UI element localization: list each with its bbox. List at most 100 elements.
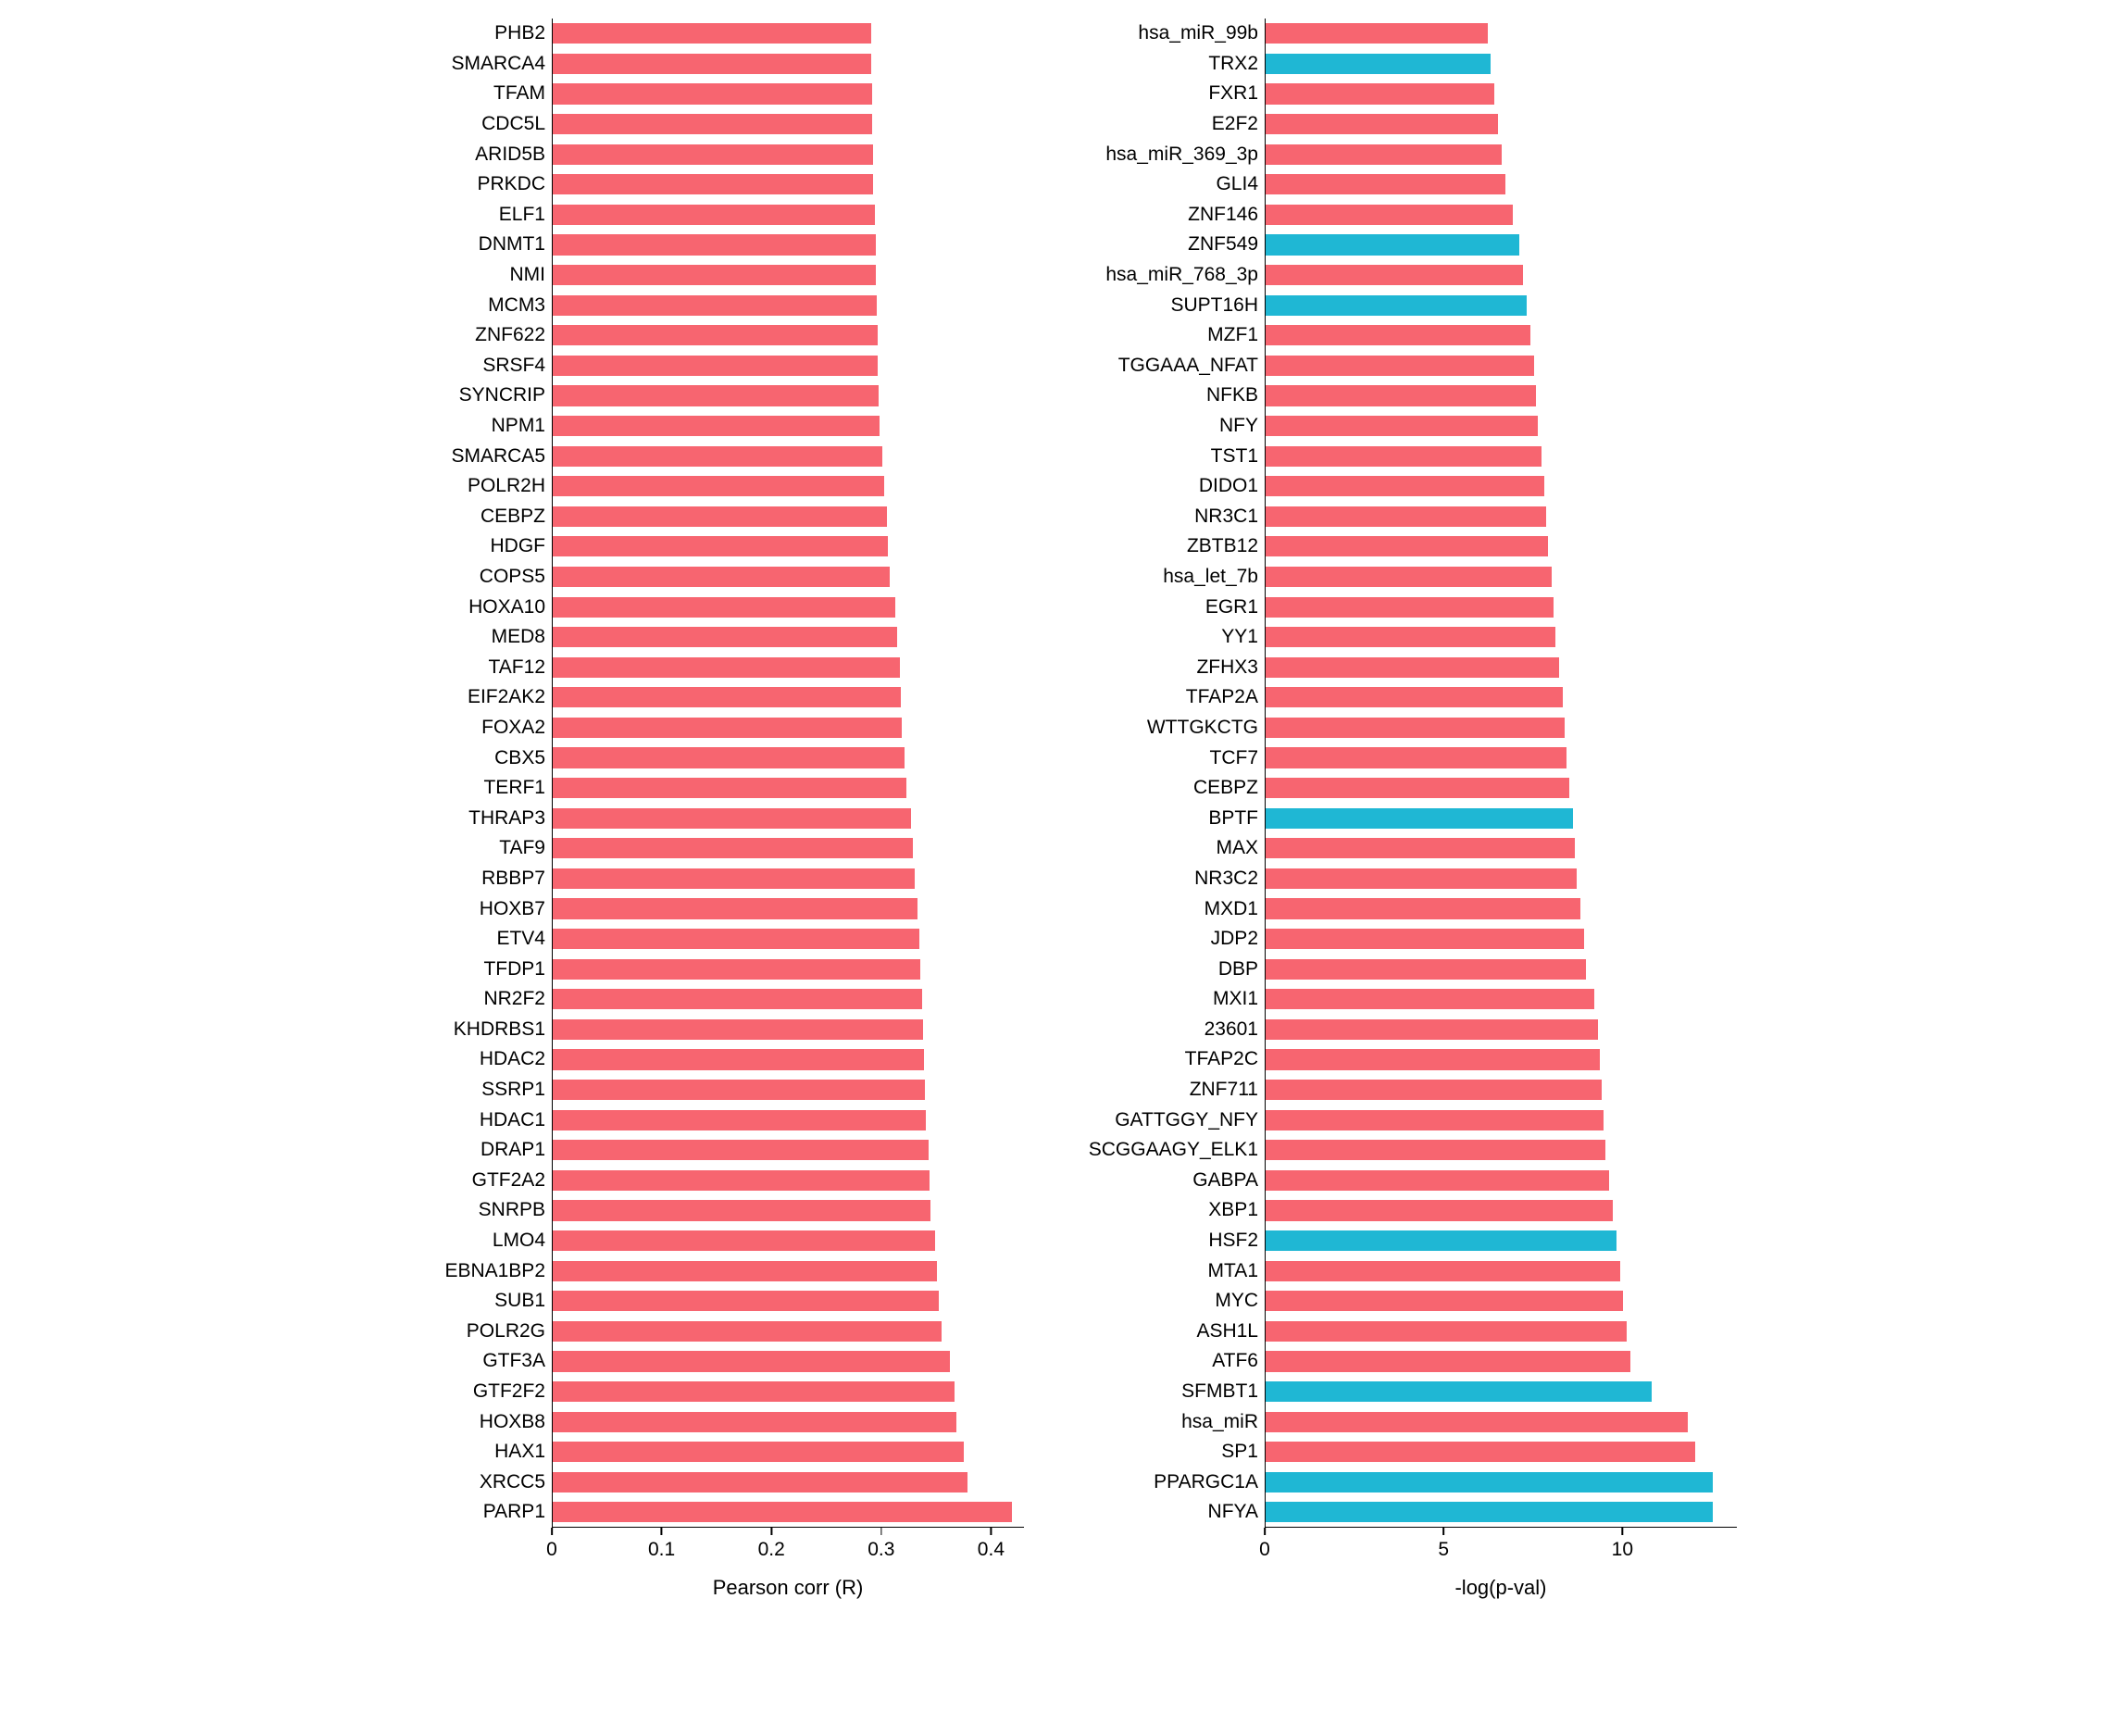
bar-label: TAF9 — [499, 837, 553, 859]
bar — [553, 476, 884, 496]
bar — [553, 83, 872, 104]
bar-row: YY1 — [1266, 622, 1737, 653]
bar-label: BPTF — [1208, 807, 1266, 830]
bar — [1266, 536, 1548, 556]
x-tick-label: 0.4 — [978, 1539, 1005, 1561]
bar-row: TST1 — [1266, 441, 1737, 471]
x-tick-label: 0.2 — [758, 1539, 785, 1561]
x-tick: 0.2 — [758, 1528, 785, 1561]
right-x-axis: 0510 — [1265, 1528, 1737, 1574]
bar-row: RBBP7 — [553, 864, 1024, 894]
bar-label: FXR1 — [1208, 82, 1266, 105]
bar — [553, 868, 915, 889]
bar — [1266, 1321, 1627, 1342]
bar-row: SYNCRIP — [553, 381, 1024, 411]
bar-row: HDAC2 — [553, 1044, 1024, 1075]
bar-label: NR3C1 — [1194, 506, 1266, 528]
bar — [553, 325, 878, 345]
bar — [553, 446, 882, 467]
bar-label: MTA1 — [1208, 1260, 1266, 1282]
bar — [553, 1230, 935, 1251]
bar — [1266, 718, 1565, 738]
bar-row: GATTGGY_NFY — [1266, 1105, 1737, 1135]
bar-row: CEBPZ — [553, 502, 1024, 532]
bar — [1266, 597, 1554, 618]
bar — [1266, 898, 1580, 918]
bar — [553, 506, 887, 527]
bar-label: hsa_miR_369_3p — [1105, 144, 1266, 166]
bar-label: HDGF — [491, 535, 554, 557]
bar-label: ZNF622 — [475, 324, 553, 346]
bar — [553, 597, 895, 618]
bar-row: EBNA1BP2 — [553, 1255, 1024, 1286]
bar-row: PRKDC — [553, 169, 1024, 200]
bar-row: HOXB8 — [553, 1406, 1024, 1437]
bar-label: SNRPB — [479, 1199, 553, 1221]
bar — [1266, 1261, 1620, 1281]
bar-label: ARID5B — [475, 144, 553, 166]
x-tick-label: 0.3 — [868, 1539, 894, 1561]
bar-row: TFAP2A — [1266, 682, 1737, 713]
bar-row: NPM1 — [553, 411, 1024, 442]
bar — [1266, 1502, 1713, 1522]
bar-label: ZBTB12 — [1187, 535, 1266, 557]
bar — [1266, 325, 1530, 345]
bar — [553, 1351, 950, 1371]
bar-row: hsa_miR — [1266, 1406, 1737, 1437]
bar-row: DIDO1 — [1266, 471, 1737, 502]
bar-label: NR3C2 — [1194, 868, 1266, 890]
bar — [1266, 356, 1534, 376]
bar-label: NPM1 — [492, 415, 553, 437]
bar-row: ZNF622 — [553, 320, 1024, 351]
bar — [1266, 657, 1559, 678]
bar-label: HDAC2 — [480, 1048, 553, 1070]
bar — [553, 718, 902, 738]
bar-row: SP1 — [1266, 1437, 1737, 1467]
bar — [553, 1502, 1012, 1522]
bar-label: XRCC5 — [480, 1471, 553, 1493]
bar — [1266, 23, 1488, 44]
x-tick-mark — [770, 1528, 772, 1535]
bar — [1266, 234, 1519, 255]
bar-row: BPTF — [1266, 803, 1737, 833]
bar — [1266, 959, 1586, 980]
bar — [553, 989, 922, 1009]
left-chart: PHB2SMARCA4TFAMCDC5LARID5BPRKDCELF1DNMT1… — [552, 19, 1024, 1600]
bar — [553, 898, 917, 918]
bar-label: LMO4 — [493, 1230, 553, 1252]
x-tick: 0.3 — [868, 1528, 894, 1561]
x-tick: 0.4 — [978, 1528, 1005, 1561]
bar-label: WTTGKCTG — [1147, 717, 1266, 739]
bar — [1266, 838, 1575, 858]
bar — [553, 687, 901, 707]
bar-row: ETV4 — [553, 924, 1024, 955]
bar-row: TRX2 — [1266, 49, 1737, 80]
bar-row: MCM3 — [553, 290, 1024, 320]
bar-row: POLR2G — [553, 1317, 1024, 1347]
bar — [1266, 1381, 1652, 1402]
bar-label: TCF7 — [1210, 747, 1267, 769]
bar — [553, 1472, 967, 1492]
x-tick: 10 — [1612, 1528, 1633, 1561]
bar — [553, 295, 877, 316]
bar-row: LMO4 — [553, 1226, 1024, 1256]
bar-row: KHDRBS1 — [553, 1015, 1024, 1045]
bar-label: SYNCRIP — [459, 384, 553, 406]
bar-label: E2F2 — [1212, 113, 1266, 135]
x-tick-mark — [551, 1528, 553, 1535]
bar-label: HSF2 — [1208, 1230, 1266, 1252]
bar-row: GABPA — [1266, 1166, 1737, 1196]
bar-label: EBNA1BP2 — [444, 1260, 553, 1282]
bar-row: ZNF146 — [1266, 200, 1737, 231]
bar — [1266, 295, 1527, 316]
bar — [1266, 1291, 1623, 1311]
bar-row: ATF6 — [1266, 1346, 1737, 1377]
bar-label: TFAM — [493, 82, 553, 105]
bar — [1266, 808, 1573, 829]
bar-row: CEBPZ — [1266, 773, 1737, 804]
bar-row: XBP1 — [1266, 1195, 1737, 1226]
bar-row: THRAP3 — [553, 803, 1024, 833]
bar-label: TRX2 — [1208, 53, 1266, 75]
left-x-label: Pearson corr (R) — [552, 1576, 1024, 1600]
x-tick-mark — [661, 1528, 663, 1535]
